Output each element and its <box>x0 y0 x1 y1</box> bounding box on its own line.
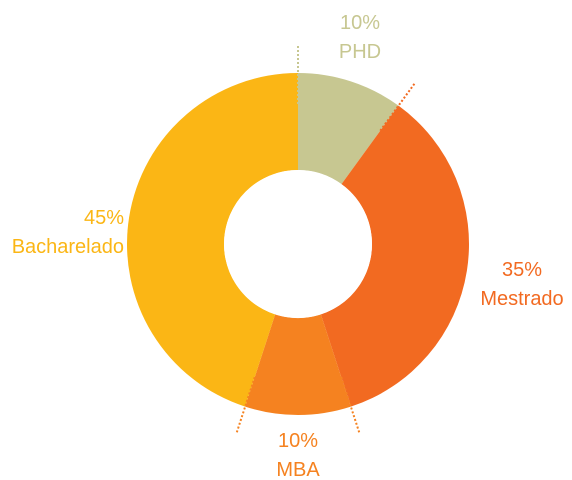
slice-name-label-bacharelado: Bacharelado <box>12 236 124 258</box>
slice-value-label-mestrado: 35% <box>502 259 542 281</box>
slice-labels: 10% PHD 35% Mestrado 10% MBA 45% Bacharelado <box>12 12 564 480</box>
donut-slices <box>127 73 469 416</box>
slice-bacharelado <box>127 73 298 407</box>
slice-phd <box>298 73 399 185</box>
slice-name-label-mestrado: Mestrado <box>480 288 563 310</box>
slice-value-label-bacharelado: 45% <box>84 207 124 229</box>
slice-name-label-mba: MBA <box>276 459 320 480</box>
donut-hole <box>224 170 372 318</box>
slice-separators <box>224 44 417 435</box>
separator-line-3 <box>340 376 361 435</box>
slice-value-label-phd: 10% <box>340 12 380 34</box>
slice-value-label-mba: 10% <box>278 430 318 452</box>
slice-name-label-phd: PHD <box>339 41 381 63</box>
slice-mestrado <box>320 105 469 407</box>
slice-mba <box>245 314 351 416</box>
separator-line-4 <box>235 376 256 435</box>
separator-line-2 <box>379 81 417 132</box>
